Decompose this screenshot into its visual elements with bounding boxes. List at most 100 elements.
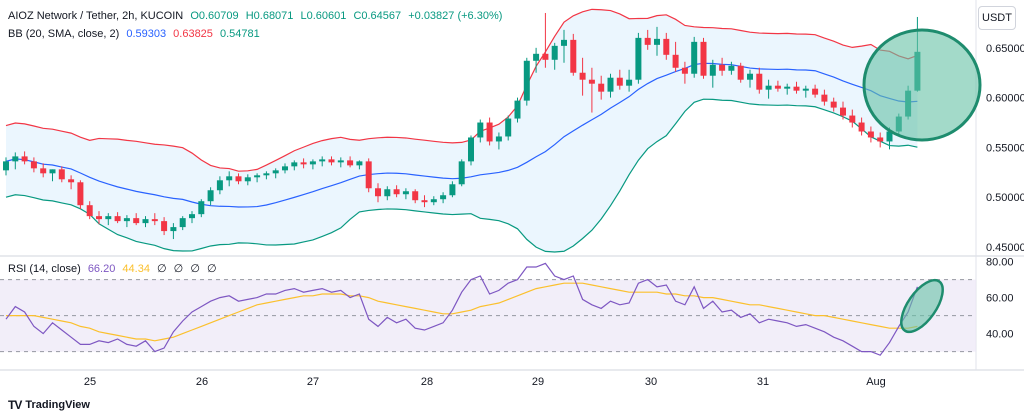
time-tick-label: 26 (196, 376, 208, 388)
candle-body (812, 88, 819, 95)
candle-body (449, 184, 456, 196)
bb-upper-line (5, 8, 918, 172)
candle-body (719, 64, 726, 71)
candle-body (384, 189, 391, 197)
candle-body (244, 177, 251, 182)
candle-body (793, 86, 800, 91)
candle-body (728, 65, 735, 71)
candle-body (579, 72, 586, 80)
candle-body (3, 161, 9, 171)
time-tick-label: 25 (84, 376, 96, 388)
candle-body (654, 38, 660, 45)
candle-body (356, 161, 363, 166)
candle-body (49, 169, 56, 174)
rsi-ma-line (6, 282, 918, 342)
candle-body (328, 159, 335, 163)
rsi-tick-label: 40.00 (986, 329, 1014, 341)
candle-body (830, 101, 837, 108)
price-tick-label: 0.55000 (986, 142, 1024, 154)
time-tick-label: 27 (307, 376, 319, 388)
bb-lower-line (5, 98, 918, 253)
candle-body (337, 160, 344, 163)
symbol-name[interactable]: AIOZ Network / Tether, 2h, KUCOIN (8, 10, 184, 22)
candle-body (858, 122, 865, 132)
candle-body (440, 195, 447, 200)
candle-body (282, 166, 288, 171)
candle-body (393, 189, 400, 195)
candle-body (142, 219, 149, 224)
time-tick-label: 28 (421, 376, 433, 388)
high-value: H0.68071 (245, 10, 294, 22)
time-tick-label: 29 (532, 376, 544, 388)
candle-body (189, 214, 195, 219)
candle-body (402, 191, 409, 195)
bb-band-fill (6, 9, 918, 252)
candle-body (58, 169, 65, 180)
currency-button[interactable]: USDT (978, 6, 1016, 30)
candle-body (747, 73, 753, 80)
close-value: C0.64567 (353, 10, 402, 22)
candle-body (774, 85, 781, 89)
candle-body (523, 60, 530, 101)
candle-body (30, 161, 37, 169)
candle-body (412, 191, 419, 201)
open-value: O0.60709 (190, 10, 239, 22)
candle-body (505, 118, 512, 137)
tradingview-footer[interactable]: TV TradingView (8, 398, 90, 412)
rsi-extra-0: ∅ (157, 263, 167, 275)
rsi-extra-2: ∅ (190, 263, 200, 275)
tradingview-logo-icon: TV (8, 398, 22, 412)
rsi-indicator-name[interactable]: RSI (14, close) (8, 263, 81, 275)
candle-body (291, 162, 298, 167)
candle-body (877, 137, 884, 142)
candle-body (635, 37, 642, 80)
bb-indicator-name[interactable]: BB (20, SMA, close, 2) (8, 28, 120, 40)
candle-body (672, 54, 679, 68)
candle-body (86, 205, 93, 217)
candle-body (533, 53, 540, 61)
rsi-tick-label: 60.00 (986, 293, 1014, 305)
candle-body (840, 107, 846, 116)
rsi-value: 66.20 (87, 263, 116, 275)
rsi-ma-value: 44.34 (122, 263, 150, 275)
time-tick-label: Aug (866, 376, 886, 388)
rsi-legend: RSI (14, close) 66.20 44.34 ∅ ∅ ∅ ∅ (8, 262, 221, 275)
candle-body (477, 122, 484, 138)
candle-body (756, 73, 763, 90)
candle-body (40, 168, 47, 174)
candle-body (821, 94, 828, 102)
candle-body (495, 136, 502, 142)
tradingview-brand: TradingView (25, 399, 90, 411)
candle-body (133, 218, 140, 224)
candle-body (272, 170, 279, 174)
symbol-legend: AIOZ Network / Tether, 2h, KUCOIN O0.607… (8, 10, 506, 22)
rsi-extra-1: ∅ (173, 263, 184, 275)
candle-body (849, 115, 856, 123)
candle-body (207, 190, 214, 202)
candle-body (254, 175, 261, 178)
candle-body (626, 79, 633, 86)
change-value: +0.03827 (+6.30%) (408, 10, 503, 22)
bb-legend: BB (20, SMA, close, 2) 0.59303 0.63825 0… (8, 28, 264, 40)
rsi-line (5, 262, 918, 356)
candle-body (309, 161, 316, 165)
rsi-tick-label: 80.00 (986, 257, 1014, 269)
candle-body (430, 199, 437, 203)
candle-body (123, 218, 130, 222)
time-tick-label: 30 (645, 376, 657, 388)
candle-body (598, 83, 605, 92)
candle-body (561, 39, 567, 46)
candle-body (375, 188, 381, 197)
candle-body (198, 201, 205, 215)
candle-body (588, 79, 595, 84)
rsi-highlight-ellipse (900, 278, 944, 334)
low-value: L0.60601 (300, 10, 347, 22)
candle-body (235, 176, 242, 182)
candle-body (867, 131, 874, 138)
candle-body (616, 77, 623, 86)
candle-body (77, 182, 84, 206)
candle-body (300, 162, 307, 165)
candle-body (486, 122, 493, 142)
bb-lower-value: 0.54781 (219, 28, 260, 40)
